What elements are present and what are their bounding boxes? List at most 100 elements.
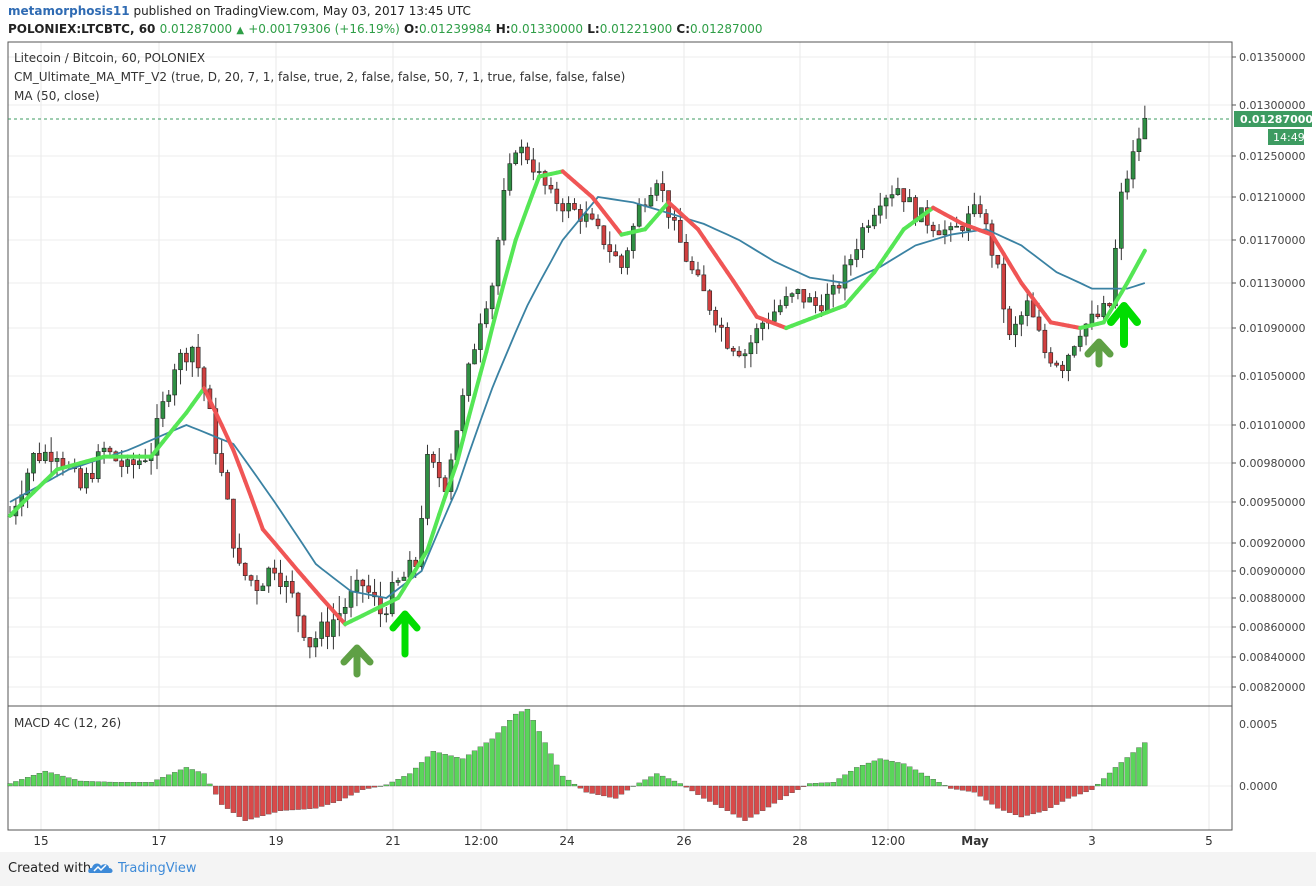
macd-bar	[460, 758, 466, 787]
candle-body	[648, 194, 654, 207]
time-tick-label: 15	[33, 834, 48, 848]
candle-body	[531, 159, 536, 173]
candle-body	[1054, 362, 1059, 366]
grid	[8, 42, 1232, 830]
candle-body	[819, 305, 824, 312]
candle-body	[248, 575, 254, 581]
macd-bar	[924, 775, 930, 787]
open-value: 0.01239984	[418, 22, 492, 36]
time-tick-label: 12:00	[871, 834, 906, 848]
macd-bar	[812, 783, 819, 787]
time-tick-label: 24	[559, 834, 574, 848]
countdown-value: 14:49	[1273, 131, 1305, 144]
macd-bar	[836, 778, 842, 787]
fast-ma-segment	[507, 238, 518, 264]
candle-body	[295, 592, 301, 617]
macd-bar	[530, 720, 536, 787]
time-tick-label: 21	[385, 834, 400, 848]
tradingview-link[interactable]: TradingView	[118, 861, 197, 876]
macd-axis[interactable]: 0.0005 0.0000	[1239, 718, 1278, 793]
candle-body	[513, 152, 518, 164]
candle-body	[907, 197, 912, 203]
candle-body	[495, 239, 501, 287]
macd-bar	[7, 783, 13, 787]
macd-bar	[965, 785, 972, 792]
macd-tick-label: 0.0005	[1239, 718, 1278, 731]
candle-body	[201, 367, 207, 390]
macd-bar	[371, 785, 378, 788]
macd-bar	[689, 785, 695, 792]
macd-bar	[54, 774, 60, 787]
candle-body	[1136, 138, 1142, 152]
candle-body	[972, 204, 977, 215]
candle-body	[478, 323, 483, 350]
macd-bar	[1042, 785, 1048, 811]
candle-body	[783, 296, 789, 306]
macd-histogram	[7, 708, 1148, 821]
candle-body	[836, 285, 842, 289]
macd-bar	[1059, 785, 1066, 802]
symbol: POLONIEX:LTCBTC, 60	[8, 22, 156, 36]
candle-body	[589, 213, 595, 220]
macd-bar	[224, 785, 231, 809]
macd-bar	[901, 763, 907, 787]
macd-bar	[1018, 785, 1025, 818]
candle-body	[436, 462, 442, 479]
fast-ma-segment	[225, 435, 236, 453]
price-tick-label: 0.00820000	[1239, 681, 1305, 694]
fast-ma-segment	[1125, 270, 1136, 285]
macd-tick-label: 0.0000	[1239, 780, 1278, 793]
legend-symbol: Litecoin / Bitcoin, 60, POLONIEX	[14, 51, 205, 65]
time-tick-label: 26	[676, 834, 691, 848]
macd-bar	[66, 777, 72, 787]
candle-body	[307, 637, 313, 648]
candle-body	[1089, 313, 1095, 325]
macd-bar	[1036, 785, 1042, 813]
macd-bar	[712, 785, 719, 805]
author-link[interactable]: metamorphosis11	[8, 4, 130, 18]
macd-bar	[60, 775, 66, 787]
price-tick-label: 0.01170000	[1239, 234, 1305, 247]
macd-bar	[413, 767, 419, 787]
candle-body	[1007, 308, 1012, 336]
macd-bar	[30, 775, 37, 787]
candle-body	[289, 581, 295, 594]
candle-body	[607, 244, 613, 253]
chart-svg[interactable]: 0.01350000 0.01300000 0.01250000 0.01210000…	[0, 0, 1316, 852]
price-axis[interactable]: 0.01350000 0.01300000 0.01250000 0.01210000…	[1232, 51, 1305, 694]
candle-body	[1024, 300, 1030, 316]
fast-ma-segment	[219, 423, 230, 440]
macd-bar	[918, 772, 925, 787]
macd-bar	[906, 766, 913, 787]
candle-body	[660, 183, 665, 191]
time-axis[interactable]: 15 17 19 21 12:00 24 26 28 12:00 May 3 5	[33, 834, 1212, 848]
macd-bar	[971, 785, 977, 793]
candle-body	[507, 163, 513, 191]
macd-bar	[318, 785, 325, 807]
macd-bar	[748, 785, 754, 818]
candle-body	[689, 261, 695, 271]
candle-body	[219, 453, 224, 473]
macd-bar	[571, 783, 578, 787]
macd-bar	[230, 785, 237, 813]
candle-body	[636, 204, 642, 227]
candle-body	[178, 352, 183, 371]
macd-bar	[1071, 785, 1077, 797]
candle-body	[995, 254, 1001, 265]
candle-body	[942, 229, 948, 236]
candle-body	[119, 460, 125, 467]
macd-bar	[577, 785, 584, 789]
macd-bar	[536, 731, 542, 787]
time-tick-label: 28	[792, 834, 807, 848]
fast-ma-segment	[1131, 259, 1141, 275]
candle-body	[90, 472, 95, 479]
open-label: O:	[403, 22, 419, 36]
macd-bar	[313, 785, 319, 809]
macd-bar	[354, 785, 360, 793]
moving-averages	[8, 169, 1147, 627]
price-tick-label: 0.01090000	[1239, 322, 1305, 335]
macd-bar	[1012, 785, 1019, 815]
macd-bar	[889, 761, 895, 787]
macd-bar	[442, 754, 448, 787]
macd-bar	[513, 713, 519, 787]
